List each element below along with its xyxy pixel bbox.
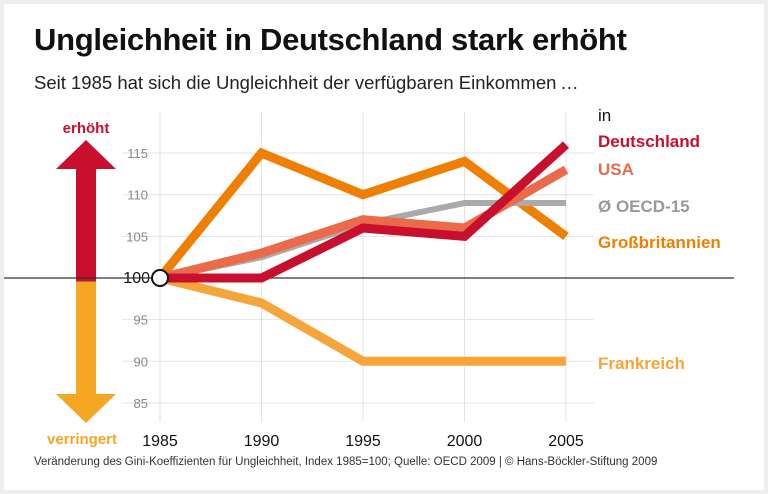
chart-subtitle: Seit 1985 hat sich die Ungleichheit der … <box>34 72 579 93</box>
y-tick-label: 115 <box>127 146 148 161</box>
y-tick-label: 110 <box>127 188 148 203</box>
chart-panel: Ungleichheit in Deutschland stark erhöht… <box>4 4 764 490</box>
legend-label: USA <box>598 160 634 179</box>
arrow-down-label: verringert <box>47 431 117 448</box>
chart-footer: Veränderung des Gini-Koeffizienten für U… <box>34 456 658 468</box>
legend-intro: in <box>598 106 611 125</box>
arrow-up-down-icon <box>56 140 116 423</box>
y-tick-label: 95 <box>134 313 148 328</box>
y-tick-label: 105 <box>126 229 148 244</box>
chart-title: Ungleichheit in Deutschland stark erhöht <box>34 22 627 57</box>
x-tick-label: 2005 <box>548 433 584 450</box>
origin-marker <box>151 269 169 287</box>
x-tick-label: 1995 <box>345 433 381 450</box>
legend-label: Großbritannien <box>598 233 721 252</box>
arrow-up-label: erhöht <box>63 120 110 137</box>
y-tick-label: 85 <box>134 396 148 411</box>
x-tick-label: 1990 <box>244 433 280 450</box>
legend-label: Frankreich <box>598 354 685 373</box>
y-tick-label: 90 <box>134 354 148 369</box>
x-tick-label: 1985 <box>142 433 178 450</box>
x-tick-label: 2000 <box>447 433 483 450</box>
legend-label: Ø OECD-15 <box>598 197 690 216</box>
legend-label: Deutschland <box>598 132 700 151</box>
